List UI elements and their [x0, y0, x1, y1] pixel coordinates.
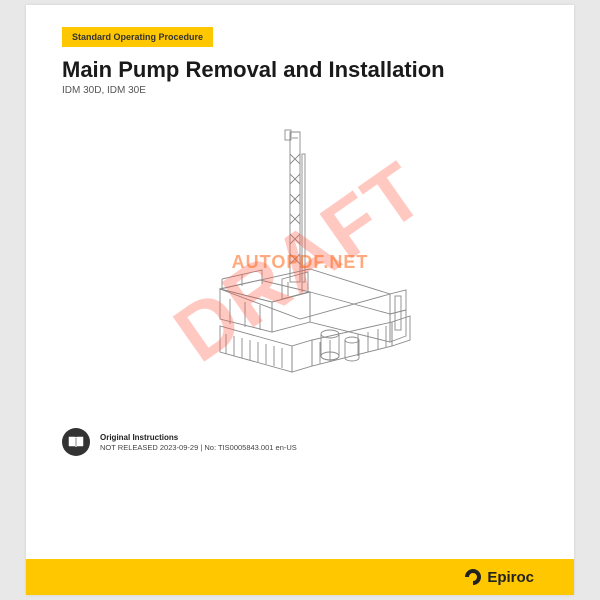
- illustration-area: DRAFT AUTOPDF.NET: [62, 104, 538, 414]
- logo-icon: [463, 567, 483, 587]
- site-watermark: AUTOPDF.NET: [232, 252, 369, 273]
- brand-name: Epiroc: [487, 569, 534, 586]
- instructions-meta: NOT RELEASED 2023-09-29 | No: TIS0005843…: [100, 443, 297, 452]
- instructions-text: Original Instructions NOT RELEASED 2023-…: [100, 433, 297, 452]
- document-subtitle: IDM 30D, IDM 30E: [62, 85, 538, 96]
- brand-logo: Epiroc: [463, 567, 534, 587]
- footer-bar: Epiroc: [26, 559, 574, 595]
- instructions-row: Original Instructions NOT RELEASED 2023-…: [62, 428, 538, 456]
- book-icon: [62, 428, 90, 456]
- category-tag: Standard Operating Procedure: [62, 27, 213, 47]
- document-title: Main Pump Removal and Installation: [62, 57, 538, 82]
- instructions-heading: Original Instructions: [100, 433, 297, 442]
- document-page: Standard Operating Procedure Main Pump R…: [26, 5, 574, 595]
